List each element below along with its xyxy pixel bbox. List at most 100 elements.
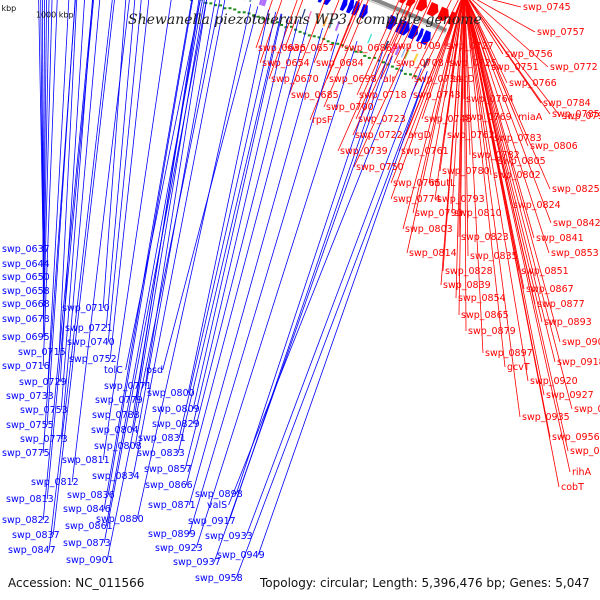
forward-gene-leader-line: [463, 0, 469, 257]
gc-inner-dot: [373, 56, 377, 59]
forward-gene-label: swp_0670: [271, 74, 319, 85]
reverse-gene-label: swp_0658: [2, 286, 50, 297]
forward-gene-leader-line: [352, 0, 415, 136]
reverse-gene-label: swp_0678: [2, 314, 50, 325]
forward-gene-label: swp_0854: [458, 293, 506, 304]
forward-gene-leader-line: [464, 0, 484, 354]
gc-inner-dot: [377, 59, 381, 62]
forward-gene-leader-line: [323, 0, 369, 108]
reverse-gene-leader-line: [106, 0, 221, 561]
reverse-gene-label: swp_0899: [148, 529, 196, 540]
forward-gene-leader-line: [326, 0, 360, 80]
forward-gene-label: swp_0897: [485, 348, 533, 359]
forward-gene-label: swp_0725: [449, 58, 497, 69]
forward-gene-leader-line: [469, 0, 561, 117]
gc-inner-dot: [223, 7, 227, 10]
reverse-gene-leader-line: [131, 0, 205, 431]
reverse-gene-leader-line: [125, 0, 201, 371]
reverse-gene-arrow: [339, 0, 348, 11]
reverse-gene-arrow: [323, 0, 331, 6]
forward-gene-label: swp_0782: [472, 150, 520, 161]
forward-gene-label: swp_0636: [258, 43, 306, 54]
reverse-gene-leader-line: [107, 0, 193, 496]
forward-gene-leader-line: [464, 0, 492, 176]
reverse-gene-leader-line: [132, 0, 201, 416]
forward-gene-label: swp_0764: [466, 94, 514, 105]
forward-gene-leader-line: [465, 0, 569, 452]
forward-gene-leader-line: [268, 0, 298, 80]
forward-gene-leader-line: [476, 0, 536, 33]
forward-gene-label: swp_0756: [505, 49, 553, 60]
forward-gene-label: swp_0654: [262, 58, 310, 69]
reverse-gene-leader-line: [58, 0, 78, 353]
reverse-gene-leader-line: [42, 0, 94, 521]
reverse-gene-label: swp_0811: [62, 455, 110, 466]
forward-gene-leader-line: [356, 0, 400, 96]
reverse-gene-label: swp_0812: [31, 477, 79, 488]
forward-gene-leader-line: [390, 0, 414, 47]
reverse-gene-label: swp_0901: [66, 555, 114, 566]
reverse-gene-label: swp_0716: [2, 361, 50, 372]
forward-gene-label: swp_0723: [358, 114, 406, 125]
forward-gene-label: swp_0867: [526, 284, 574, 295]
reverse-cog-block: [400, 48, 406, 58]
reverse-gene-leader-line: [103, 0, 207, 544]
gc-inner-dot: [312, 35, 316, 38]
forward-gene-leader-line: [465, 0, 561, 343]
forward-gene-label: swp_0774: [393, 194, 441, 205]
reverse-cog-block: [367, 33, 373, 44]
forward-gene-leader-line: [471, 0, 549, 68]
forward-gene-label: swp_0761: [401, 146, 449, 157]
gc-inner-dot: [213, 4, 217, 7]
forward-gene-label: swp_0793: [437, 194, 485, 205]
reverse-gene-label: swp_0829: [152, 419, 200, 430]
forward-gene-label: swp_0865: [461, 310, 509, 321]
reverse-gene-leader-line: [48, 0, 113, 551]
reverse-gene-leader-line: [105, 0, 203, 527]
forward-gene-leader-line: [341, 0, 363, 49]
forward-gene-leader-line: [455, 0, 465, 299]
reverse-gene-leader-line: [132, 0, 226, 477]
forward-gene-leader-line: [491, 0, 522, 8]
reverse-gene-label: swp_0788: [92, 410, 140, 421]
reverse-gene-leader-line: [235, 51, 383, 495]
forward-gene-label: swp_0879: [468, 326, 516, 337]
gc-inner-dot: [359, 51, 363, 54]
accession-label: Accession: NC_011566: [8, 576, 144, 590]
forward-gene-label: swp_0765: [393, 178, 441, 189]
gc-inner-dot: [266, 17, 270, 20]
reverse-gene-leader-line: [60, 0, 93, 411]
forward-gene-leader-line: [458, 0, 465, 316]
forward-gene-leader-line: [390, 0, 462, 200]
forward-gene-leader-line: [355, 0, 410, 120]
reverse-gene-label: swp_0710: [62, 303, 110, 314]
forward-gene-label: swp_0772: [550, 62, 598, 73]
forward-gene-leader-line: [434, 0, 464, 200]
forward-gene-label: swp_0698: [329, 74, 377, 85]
reverse-gene-label: swp_0857: [144, 464, 192, 475]
forward-gene-leader-line: [380, 0, 419, 80]
forward-gene-label: swp_0823: [461, 232, 509, 243]
reverse-gene-leader-line: [188, 27, 323, 506]
reverse-gene-label: swp_0898: [195, 489, 243, 500]
forward-gene-leader-line: [465, 0, 543, 323]
forward-gene-leader-line: [440, 0, 464, 286]
reverse-gene-label: swp_0740: [67, 337, 115, 348]
reverse-gene-label: swp_0752: [69, 354, 117, 365]
reverse-gene-label: valS: [207, 500, 227, 511]
reverse-gene-label: swp_0668: [2, 299, 50, 310]
forward-gene-leader-line: [393, 0, 425, 64]
reverse-gene-label: swp_0755: [6, 420, 54, 431]
forward-gene-label: swp_0803: [405, 224, 453, 235]
forward-gene-leader-line: [406, 0, 463, 254]
forward-gene-label: swp_0684: [316, 58, 364, 69]
reverse-gene-label: swp_0822: [2, 515, 50, 526]
reverse-gene-label: swp_0833: [137, 448, 185, 459]
reverse-gene-arrow: [317, 0, 323, 3]
forward-gene-label: swp_0920: [530, 376, 578, 387]
forward-gene-label: swp_0762: [447, 130, 495, 141]
forward-gene-label: alr: [383, 74, 395, 85]
reverse-cog-block: [383, 40, 390, 51]
reverse-cog-block: [249, 0, 252, 3]
